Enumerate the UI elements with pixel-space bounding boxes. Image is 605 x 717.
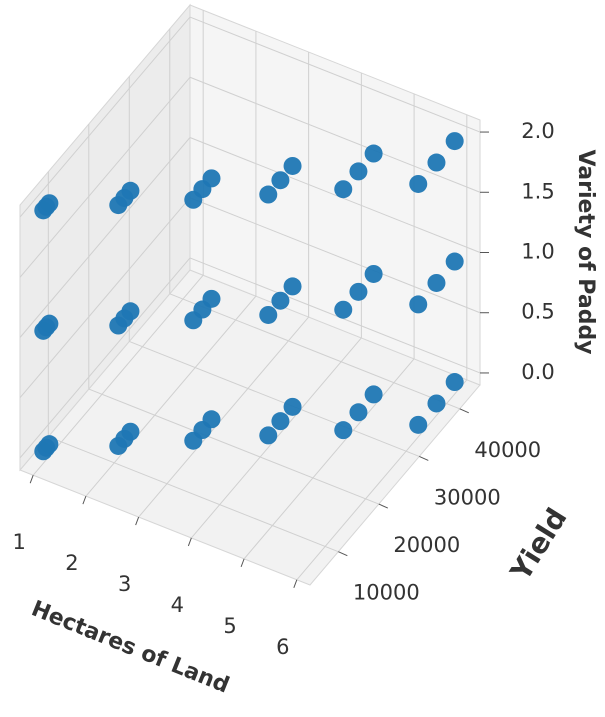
tick-mark bbox=[82, 495, 87, 505]
x-tick-label: 3 bbox=[118, 572, 131, 596]
tick-mark bbox=[187, 537, 192, 547]
grid-line bbox=[189, 76, 481, 193]
grid-line bbox=[189, 137, 481, 253]
point bbox=[283, 397, 302, 416]
tick-mark bbox=[459, 408, 469, 414]
point bbox=[202, 169, 221, 188]
point bbox=[409, 295, 428, 314]
grid-line bbox=[169, 293, 460, 410]
point bbox=[283, 156, 302, 175]
point bbox=[40, 435, 59, 454]
grid-line bbox=[19, 197, 191, 399]
tick-mark bbox=[135, 516, 140, 526]
point bbox=[259, 426, 278, 445]
point bbox=[349, 282, 368, 301]
y-axis-label: Yield bbox=[503, 502, 573, 587]
point bbox=[271, 412, 290, 431]
y-tick-label: 10000 bbox=[353, 581, 420, 605]
point bbox=[121, 181, 140, 200]
point bbox=[364, 385, 383, 404]
point bbox=[271, 171, 290, 190]
grid-line bbox=[19, 257, 191, 459]
point bbox=[364, 144, 383, 163]
point bbox=[427, 153, 446, 172]
tick-mark bbox=[378, 503, 389, 509]
grid-line bbox=[189, 197, 481, 314]
tick-mark bbox=[29, 475, 34, 484]
point bbox=[427, 394, 446, 413]
y-tick-label: 40000 bbox=[474, 438, 541, 462]
x-tick-label: 2 bbox=[65, 551, 78, 575]
z-tick-label: 1.0 bbox=[521, 240, 554, 264]
x-tick-label: 4 bbox=[171, 593, 184, 617]
tick-mark bbox=[338, 551, 348, 557]
z-axis-label: Variety of Paddy bbox=[573, 149, 598, 354]
x-axis-label: Hectares of Land bbox=[28, 596, 233, 698]
point bbox=[121, 302, 140, 321]
grid-line bbox=[129, 340, 420, 457]
grid-line bbox=[19, 76, 191, 278]
point bbox=[202, 410, 221, 429]
point bbox=[334, 180, 353, 199]
point bbox=[334, 300, 353, 319]
point bbox=[40, 314, 59, 333]
point bbox=[259, 185, 278, 204]
y-tick-label: 20000 bbox=[393, 533, 460, 557]
x-tick-label: 1 bbox=[12, 530, 25, 554]
point bbox=[364, 264, 383, 283]
point bbox=[334, 421, 353, 440]
point bbox=[40, 194, 59, 213]
x-tick-label: 6 bbox=[276, 635, 289, 659]
z-tick-label: 0.5 bbox=[521, 300, 554, 324]
point bbox=[445, 373, 464, 392]
y-tick-label: 30000 bbox=[434, 485, 501, 509]
tick-mark bbox=[419, 455, 429, 461]
grid-line bbox=[19, 16, 191, 218]
point bbox=[349, 403, 368, 422]
point bbox=[283, 277, 302, 296]
point bbox=[259, 305, 278, 324]
grid-line bbox=[189, 16, 481, 133]
point bbox=[121, 422, 140, 441]
grid-line bbox=[88, 388, 379, 505]
point bbox=[202, 289, 221, 308]
point bbox=[409, 174, 428, 193]
z-tick-label: 2.0 bbox=[521, 119, 554, 143]
x-tick-label: 5 bbox=[223, 614, 236, 638]
grid-line bbox=[19, 137, 191, 338]
point bbox=[445, 252, 464, 271]
point bbox=[445, 132, 464, 151]
grid-line bbox=[48, 436, 339, 553]
tick-mark bbox=[293, 579, 298, 588]
point bbox=[349, 162, 368, 181]
tick-mark bbox=[240, 558, 245, 568]
point bbox=[427, 273, 446, 292]
z-tick-label: 0.0 bbox=[521, 360, 554, 384]
point bbox=[409, 415, 428, 434]
panes bbox=[19, 3, 481, 586]
z-tick-label: 1.5 bbox=[521, 179, 554, 203]
point bbox=[271, 291, 290, 310]
grid-line bbox=[189, 257, 481, 374]
